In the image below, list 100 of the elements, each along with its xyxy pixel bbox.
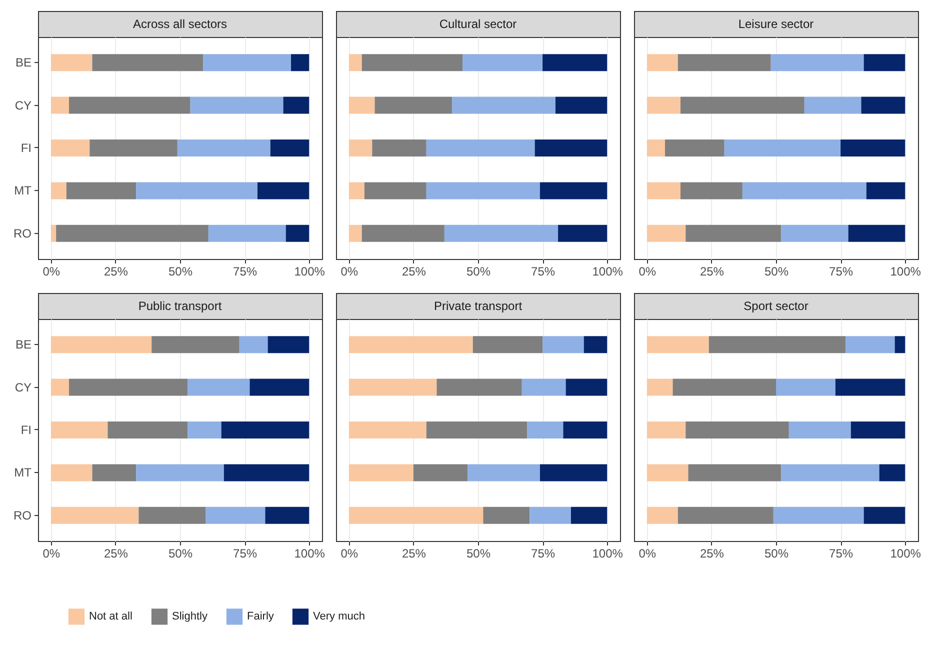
bar (348, 54, 362, 72)
bar (879, 464, 906, 482)
x-tick-label: 50% (764, 264, 789, 278)
chart-title: Private transport (434, 299, 523, 313)
x-tick-label: 75% (829, 264, 854, 278)
bar (664, 140, 724, 156)
bar (286, 224, 310, 242)
bar (90, 140, 178, 156)
bar (348, 336, 473, 354)
bar (221, 422, 310, 438)
x-tick-label: 100% (890, 264, 922, 278)
x-tick-label: 100% (592, 264, 624, 278)
x-tick-label: 75% (531, 264, 556, 278)
bar (208, 224, 286, 242)
bar (680, 182, 742, 200)
bar (239, 336, 268, 354)
x-tick-label: 0% (42, 546, 60, 560)
bar (50, 336, 152, 354)
x-tick-label: 100% (890, 546, 922, 560)
bar (688, 464, 782, 482)
x-tick-label: 25% (402, 264, 426, 278)
bar (68, 96, 190, 114)
y-tick-label: FI (20, 423, 32, 437)
bar (835, 378, 906, 396)
bar (483, 506, 530, 524)
bar (570, 506, 608, 524)
bar (92, 54, 204, 72)
bar (270, 140, 310, 156)
bar (646, 224, 686, 242)
bar (136, 464, 224, 482)
bar (527, 422, 564, 438)
bar (848, 224, 906, 242)
chart-title: Public transport (138, 299, 222, 313)
bar (530, 506, 571, 524)
x-tick-label: 25% (104, 546, 128, 560)
bar (646, 378, 673, 396)
bar (50, 140, 90, 156)
bar (348, 140, 372, 156)
y-tick-label: BE (15, 338, 32, 352)
x-tick-label: 0% (340, 264, 358, 278)
bar (108, 422, 188, 438)
bar (188, 378, 250, 396)
bar (781, 224, 848, 242)
bar (177, 140, 270, 156)
bar (50, 182, 66, 200)
legend-label: Very much (313, 610, 365, 623)
bar (672, 378, 776, 396)
bar (348, 224, 362, 242)
bar (50, 96, 69, 114)
bar (555, 96, 608, 114)
bar (374, 96, 452, 114)
bar (413, 464, 468, 482)
bar (50, 378, 69, 396)
bar (646, 506, 678, 524)
x-tick-label: 50% (466, 264, 491, 278)
bar (584, 336, 608, 354)
bar (152, 336, 240, 354)
bar (472, 336, 543, 354)
bar (68, 378, 188, 396)
bar (291, 54, 310, 72)
bar (781, 464, 880, 482)
bar (646, 336, 709, 354)
bar (362, 224, 444, 242)
bar (250, 378, 310, 396)
bar (362, 54, 463, 72)
bar (56, 224, 208, 242)
bar (566, 378, 608, 396)
x-tick-label: 100% (294, 264, 326, 278)
bar (864, 54, 906, 72)
bar (50, 54, 92, 72)
bar (558, 224, 608, 242)
y-tick-label: FI (20, 141, 32, 155)
bar (708, 336, 846, 354)
x-tick-label: 25% (402, 546, 426, 560)
bar (92, 464, 136, 482)
bar (257, 182, 310, 200)
chart-title: Leisure sector (738, 17, 814, 31)
bar (436, 378, 522, 396)
bar (203, 54, 292, 72)
bar (136, 182, 258, 200)
y-tick-label: RO (14, 226, 32, 240)
bar (206, 506, 266, 524)
bar (348, 96, 375, 114)
bar (66, 182, 136, 200)
legend-label: Fairly (247, 610, 274, 623)
bar (268, 336, 310, 354)
bar (646, 464, 688, 482)
bar (861, 96, 906, 114)
bar (646, 96, 680, 114)
bar (188, 422, 222, 438)
bar (190, 96, 284, 114)
bar (265, 506, 310, 524)
x-tick-label: 25% (700, 264, 724, 278)
chart-title: Cultural sector (439, 17, 517, 31)
bar (776, 378, 836, 396)
bar (846, 336, 895, 354)
bar (542, 336, 584, 354)
bar (50, 422, 108, 438)
x-tick-label: 50% (168, 546, 193, 560)
legend-label: Slightly (172, 610, 208, 623)
